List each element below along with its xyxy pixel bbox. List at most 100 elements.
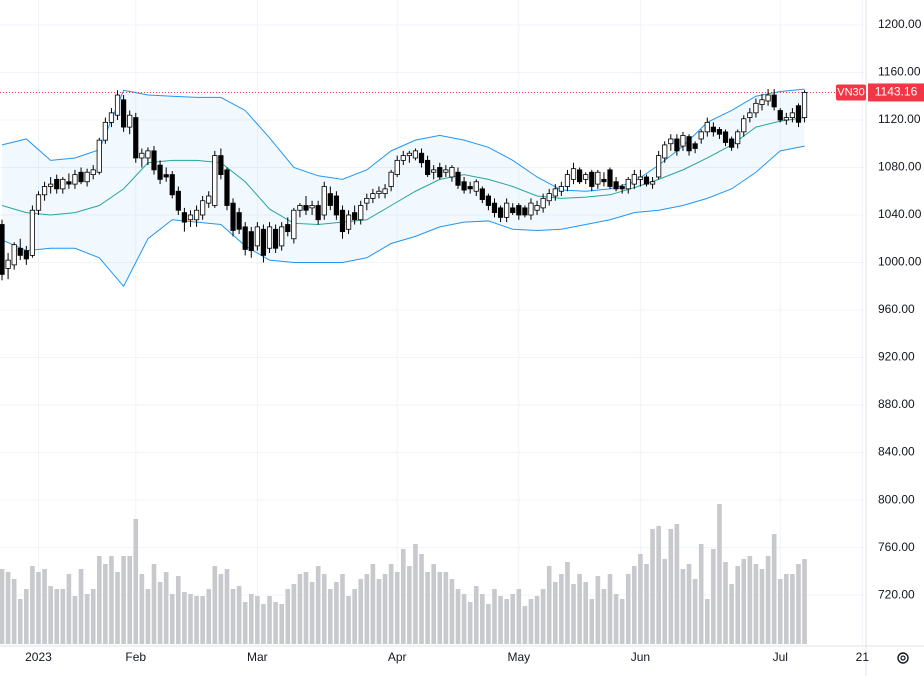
volume-bar [48, 586, 53, 644]
volume-bar [176, 576, 181, 644]
candle-body [735, 131, 741, 145]
candle-body [765, 94, 771, 102]
volume-bar [674, 524, 680, 644]
volume-bar [650, 529, 655, 644]
volume-bar [467, 602, 473, 644]
candle-body [753, 102, 759, 114]
volume-bar [42, 569, 47, 644]
candle-body [570, 168, 577, 180]
volume-bar [431, 564, 436, 644]
volume-bar [711, 549, 716, 644]
candle-body [777, 110, 783, 121]
candle-body [321, 186, 327, 216]
band-fill [2, 89, 805, 287]
candle-body [449, 167, 455, 178]
candle-body [29, 209, 36, 256]
volume-bar [90, 589, 96, 644]
candle-body [248, 231, 254, 252]
candle-body [522, 207, 528, 216]
candle-body [382, 188, 388, 195]
volume-bar [297, 574, 303, 644]
settings-icon[interactable] [897, 652, 909, 664]
candle-body [461, 181, 467, 191]
volume-bar [309, 582, 315, 644]
candle-body [649, 181, 656, 185]
last-price-badge [868, 83, 924, 102]
candle-body [546, 193, 552, 202]
volume-bar [267, 596, 272, 644]
candle-body [412, 150, 419, 159]
volume-bar [54, 589, 60, 644]
candle-body [431, 169, 437, 173]
volume-bar [303, 572, 309, 644]
candle-body [437, 167, 443, 178]
candle-body [443, 169, 449, 173]
candle-body [145, 150, 151, 159]
candle-body [552, 188, 558, 197]
candle-body [35, 194, 42, 211]
candle-body [783, 117, 789, 121]
volume-bar [486, 604, 491, 644]
volume-bar [595, 576, 601, 644]
candle-body [795, 105, 802, 123]
candle-body [90, 169, 96, 176]
volume-bar [24, 589, 29, 644]
volume-bar [546, 566, 552, 644]
candle-body [157, 164, 163, 180]
candle-body [60, 178, 66, 190]
y-tick-label: 1160.00 [878, 65, 921, 79]
candle-body [133, 117, 139, 159]
candle-body [425, 159, 431, 176]
gear-hub [900, 655, 906, 661]
volume-bar [121, 556, 126, 644]
y-tick-label: 1120.00 [878, 112, 921, 126]
volume-bar [522, 606, 528, 644]
volume-bar [72, 596, 78, 644]
volume-bar [759, 569, 765, 644]
volume-bar [115, 572, 120, 644]
candle-body [771, 94, 777, 108]
volume-bar [784, 574, 789, 644]
candle-body [619, 186, 625, 190]
candle-body [607, 169, 613, 187]
volume-bar [534, 596, 540, 644]
volume-bar [182, 592, 187, 644]
volume-bar [145, 589, 151, 644]
volume-bar [510, 594, 516, 644]
candle-body [121, 99, 127, 128]
volume-bar [692, 579, 698, 644]
volume-bar [139, 574, 145, 644]
volume-bar [206, 589, 212, 644]
candle-body [72, 174, 78, 185]
volume-bar [5, 572, 11, 644]
y-tick-label: 1040.00 [878, 207, 922, 221]
y-tick-label: 1000.00 [878, 255, 922, 269]
volume-bar [382, 574, 388, 644]
candle-body [400, 155, 406, 161]
y-tick-label: 1200.00 [878, 17, 922, 31]
candle-body [163, 174, 169, 178]
volume-bar [261, 604, 266, 644]
volume-bar [461, 594, 467, 644]
volume-bar [443, 572, 449, 644]
candle-body [327, 193, 333, 206]
candle-body [41, 186, 48, 196]
x-tick-label: Jul [773, 650, 788, 664]
volume-bar [632, 566, 637, 644]
y-tick-label: 800.00 [878, 492, 915, 506]
x-tick-label: May [507, 650, 530, 664]
candle-body [729, 138, 735, 148]
volume-bar [248, 594, 254, 644]
candle-body [315, 205, 321, 221]
x-tick-label: Mar [247, 650, 268, 664]
candle-body [376, 190, 382, 195]
volume-bar [218, 574, 224, 644]
volume-bar [212, 566, 218, 644]
candle-body [540, 197, 546, 209]
candle-body [23, 250, 29, 260]
volume-bar [540, 589, 546, 644]
candle-body [285, 224, 291, 233]
candle-body [279, 226, 285, 247]
candle-body [643, 176, 650, 185]
candle-body [84, 171, 90, 183]
